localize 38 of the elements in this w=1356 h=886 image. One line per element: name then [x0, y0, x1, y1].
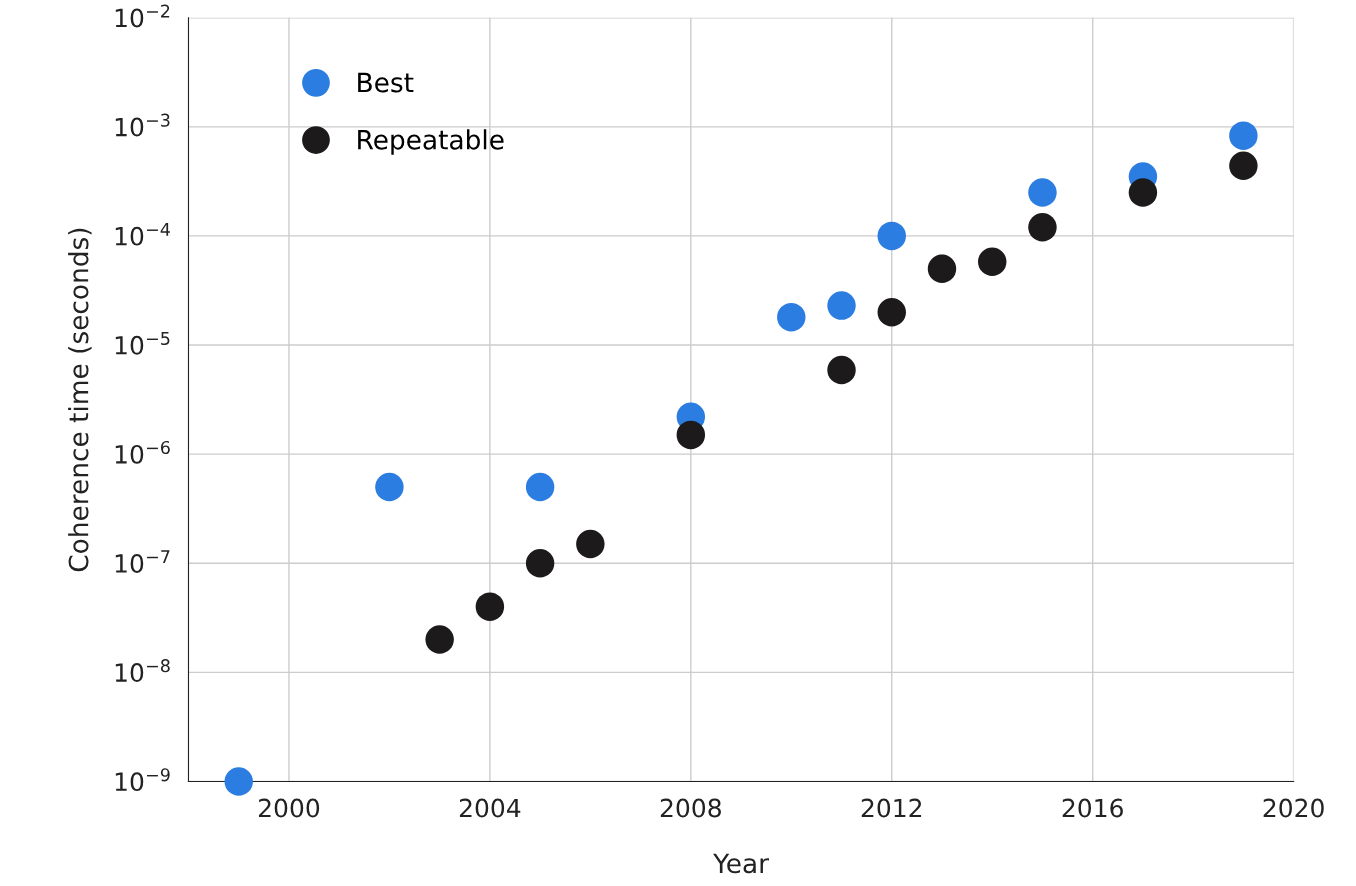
y-tick-label: 10$^{−2}$: [115, 4, 170, 28]
y-tick-label: 10$^{−4}$: [115, 222, 170, 246]
point: [1229, 151, 1258, 180]
point: [1128, 178, 1158, 207]
point: [827, 291, 856, 320]
point: [1028, 213, 1057, 242]
point: [977, 247, 1007, 276]
legend-label: Best: [358, 72, 414, 93]
point: [927, 254, 957, 283]
point: [877, 221, 906, 251]
point: [777, 302, 806, 332]
point: [224, 767, 253, 796]
x-tick-label: 2012: [861, 798, 922, 818]
x-tick-label: 2000: [258, 798, 320, 818]
y-tick-label: 10$^{−7}$: [115, 550, 170, 573]
point: [576, 529, 605, 559]
point: [1229, 121, 1258, 150]
point: [525, 549, 555, 578]
point: [375, 472, 404, 502]
y-tick-label: 10$^{−5}$: [115, 332, 170, 355]
x-axis-title: Year: [713, 853, 769, 874]
point: [877, 297, 906, 327]
point: [525, 472, 555, 502]
point: [1028, 178, 1057, 207]
legend-label: Repeatable: [358, 129, 504, 155]
y-tick-label: 10$^{−6}$: [115, 440, 170, 464]
point: [827, 355, 856, 385]
point: [425, 625, 454, 654]
y-tick-label: 10$^{−3}$: [115, 113, 170, 137]
x-tick-label: 2008: [660, 798, 721, 818]
point: [475, 592, 505, 621]
point: [676, 420, 706, 450]
x-tick-label: 2016: [1062, 798, 1123, 818]
y-axis-title: Coherence time (seconds): [68, 228, 92, 572]
y-tick-label: 10$^{−8}$: [115, 659, 170, 683]
y-tick-label: 10$^{−9}$: [115, 768, 170, 792]
x-tick-label: 2020: [1263, 798, 1324, 818]
x-tick-label: 2004: [459, 798, 521, 818]
